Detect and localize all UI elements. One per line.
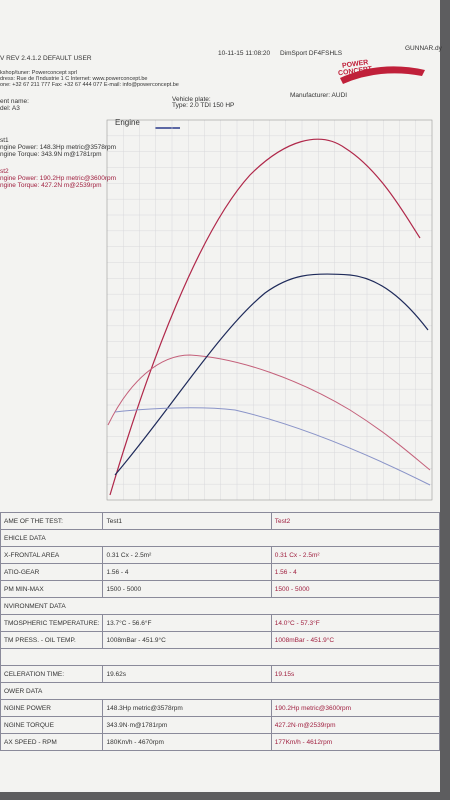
table-cell: 190.2Hp metric@3600rpm <box>270 699 441 717</box>
table-cell: PM MIN-MAX <box>0 580 104 598</box>
legend-entry: ngine Power: 190.2Hp metric@3600rpm <box>0 175 117 182</box>
software: V REV 2.4.1.2 DEFAULT USER <box>0 55 92 62</box>
table-row: NGINE POWER 148.3Hp metric@3578rpm 190.2Hp… <box>0 699 441 717</box>
table-cell: 177Km/h - 4612rpm <box>270 733 441 751</box>
address: dress: Rue de l'Industrie 1 C Internet: … <box>0 76 148 82</box>
power-test1 <box>114 273 429 476</box>
table-cell: 148.3Hp metric@3578rpm <box>102 699 272 717</box>
table-cell: NGINE POWER <box>0 699 104 717</box>
table-row: PM MIN-MAX 1500 - 5000 1500 - 5000 <box>0 580 441 598</box>
table-row <box>0 648 440 666</box>
power-test2 <box>109 138 421 496</box>
type: Type: 2.0 TDI 150 HP <box>172 102 235 109</box>
table-cell: AX SPEED - RPM <box>0 733 104 751</box>
table-row: AME OF THE TEST: Test1 Test2 <box>0 512 441 530</box>
legend-name: st1 <box>0 137 9 144</box>
results-table: AME OF THE TEST: Test1 Test2 EHICLE DATA X-F… <box>0 512 441 751</box>
table-cell: 13.7°C - 56.6°F <box>102 614 272 632</box>
table-cell: Test2 <box>270 512 441 530</box>
table-cell: 180Km/h - 4670rpm <box>102 733 272 751</box>
table-row: NVIRONMENT DATA <box>0 597 440 615</box>
table-cell: CELERATION TIME: <box>0 665 104 683</box>
chart-title: Engine <box>115 118 140 127</box>
table-row: CELERATION TIME: 19.62s 19.15s <box>0 665 441 683</box>
logo-swoosh <box>340 66 425 84</box>
plate: Vehicle plate: <box>172 96 211 103</box>
table-cell: 1008mBar - 451.9°C <box>270 631 441 649</box>
table-cell: AME OF THE TEST: <box>0 512 104 530</box>
section-header: OWER DATA <box>0 682 440 700</box>
table-cell: 0.31 Cx - 2.5m² <box>270 546 441 564</box>
torque-test1 <box>114 407 431 486</box>
device: DimSport DF4FSHLS <box>280 50 343 57</box>
legend-entry: ngine Torque: 343.9N m@1781rpm <box>0 151 102 158</box>
table-cell: Test1 <box>102 512 272 530</box>
table-cell: 1.56 - 4 <box>270 563 441 581</box>
address: one: +32 67 211 777 Fax: +32 67 444 077 … <box>0 82 179 88</box>
torque-test2 <box>107 354 431 471</box>
table-cell: 19.15s <box>270 665 441 683</box>
table-cell: 1.56 - 4 <box>102 563 272 581</box>
legend-entry: ngine Torque: 427.2N m@2539rpm <box>0 182 102 189</box>
table-cell: 1500 - 5000 <box>270 580 441 598</box>
table-cell: 1008mBar - 451.9°C <box>102 631 272 649</box>
file: GUNNAR.dy <box>405 45 442 52</box>
table-row: ATIO-GEAR 1.56 - 4 1.56 - 4 <box>0 563 441 581</box>
table-row: NGINE TORQUE 343.9N·m@1781rpm 427.2N·m@253… <box>0 716 441 734</box>
table-cell: TMOSPHERIC TEMPERATURE: <box>0 614 104 632</box>
table-cell: 343.9N·m@1781rpm <box>102 716 272 734</box>
legend-name: st2 <box>0 168 9 175</box>
table-cell: 1500 - 5000 <box>102 580 272 598</box>
legend-entry: ngine Power: 148.3Hp metric@3578rpm <box>0 144 117 151</box>
table-cell: 427.2N·m@2539rpm <box>270 716 441 734</box>
table-row: AX SPEED - RPM 180Km/h - 4670rpm 177Km/h -… <box>0 733 441 751</box>
table-cell: TM PRESS. - OIL TEMP. <box>0 631 104 649</box>
section-header: NVIRONMENT DATA <box>0 597 440 615</box>
table-row: EHICLE DATA <box>0 529 440 547</box>
manufacturer: Manufacturer: AUDI <box>290 92 348 99</box>
section-header: EHICLE DATA <box>0 529 440 547</box>
address: kshop/tuner: Powerconcept sprl <box>0 70 78 76</box>
model: del: A3 <box>0 105 20 112</box>
datetime: 10-11-15 11:08:20 <box>218 50 271 57</box>
table-row: TM PRESS. - OIL TEMP. 1008mBar - 451.9°C 1… <box>0 631 441 649</box>
plot-frame <box>106 119 433 501</box>
paper: V REV 2.4.1.2 DEFAULT USER 10-11-15 11:0… <box>0 0 442 792</box>
table-cell: ATIO-GEAR <box>0 563 104 581</box>
table-row: OWER DATA <box>0 682 440 700</box>
table-cell: NGINE TORQUE <box>0 716 104 734</box>
table-cell: 19.62s <box>102 665 272 683</box>
blank-cell <box>0 648 440 666</box>
grid <box>107 120 432 500</box>
client: ent name: <box>0 98 29 105</box>
table-row: X-FRONTAL AREA 0.31 Cx - 2.5m² 0.31 Cx - 2… <box>0 546 441 564</box>
table-cell: 0.31 Cx - 2.5m² <box>102 546 272 564</box>
table-cell: 14.0°C - 57.3°F <box>270 614 441 632</box>
table-cell: X-FRONTAL AREA <box>0 546 104 564</box>
table-row: TMOSPHERIC TEMPERATURE: 13.7°C - 56.6°F 14… <box>0 614 441 632</box>
